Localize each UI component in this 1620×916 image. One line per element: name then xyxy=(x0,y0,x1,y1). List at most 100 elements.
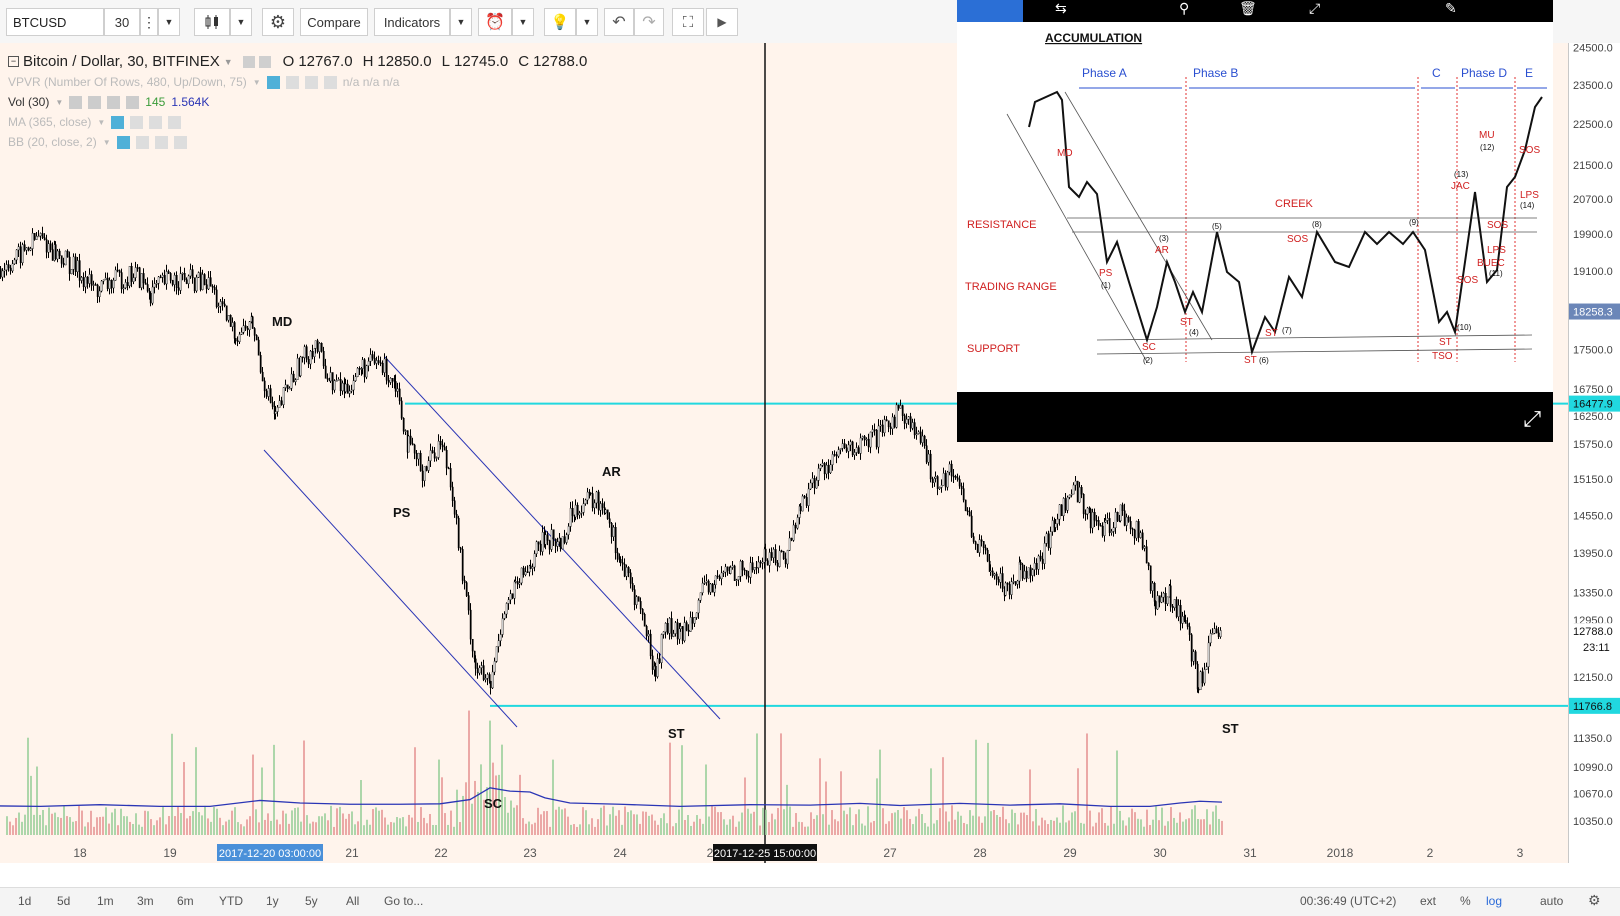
interval-menu-icon[interactable]: ⋮ xyxy=(140,8,158,36)
remove-mini-icon[interactable] xyxy=(173,135,187,149)
add-mini-icon[interactable] xyxy=(149,115,163,129)
redo-button[interactable]: ↷ xyxy=(634,8,664,36)
volume-bar xyxy=(1068,820,1070,835)
price-badge xyxy=(1569,303,1620,320)
volume-label: Vol (30) xyxy=(8,95,50,109)
range-button-6m[interactable]: 6m xyxy=(177,894,194,908)
percent-button[interactable]: % xyxy=(1460,894,1471,908)
range-button-ytd[interactable]: YTD xyxy=(219,894,243,908)
volume-bar xyxy=(198,812,200,835)
eye-icon[interactable] xyxy=(116,135,130,149)
volume-bar xyxy=(870,822,872,835)
ext-button[interactable]: ext xyxy=(1420,894,1437,908)
candle-body xyxy=(1019,561,1022,565)
settings-mini-icon[interactable] xyxy=(88,95,102,109)
price-axis[interactable]: 24500.0 23500.0 22500.0 21500.0 20700.0 19900… xyxy=(1568,43,1620,863)
share-icon[interactable]: ⇆ xyxy=(1055,0,1067,16)
indicators-button[interactable]: Indicators xyxy=(374,8,450,36)
collapse-icon[interactable]: − xyxy=(8,56,19,67)
range-button-5y[interactable]: 5y xyxy=(305,894,318,908)
volume-bar xyxy=(1116,750,1118,835)
auto-button[interactable]: auto xyxy=(1540,894,1564,908)
y-tick-label: 19100.0 xyxy=(1573,266,1613,278)
candle-body xyxy=(70,269,73,274)
fullscreen-button[interactable]: ⛶ xyxy=(672,8,704,36)
remove-mini-icon[interactable] xyxy=(168,115,182,129)
volume-bar xyxy=(990,811,992,835)
eye-icon[interactable] xyxy=(242,55,255,68)
range-button-1y[interactable]: 1y xyxy=(266,894,279,908)
chart-style-button[interactable] xyxy=(194,8,230,36)
indicators-dropdown-icon[interactable]: ▼ xyxy=(450,8,472,36)
zoom-icon[interactable]: ⚲ xyxy=(1179,0,1190,16)
settings-button[interactable]: ⚙ xyxy=(262,8,294,36)
candle-body xyxy=(705,580,708,583)
ideas-dropdown-icon[interactable]: ▼ xyxy=(576,8,598,36)
range-button-3m[interactable]: 3m xyxy=(137,894,154,908)
volume-bar xyxy=(654,820,656,835)
volume-bar xyxy=(54,812,56,835)
candle-body xyxy=(633,589,636,605)
add-mini-icon[interactable] xyxy=(304,75,318,89)
chart-style-dropdown-icon[interactable]: ▼ xyxy=(230,8,252,36)
candle-body xyxy=(417,452,420,460)
log-button[interactable]: log xyxy=(1486,894,1503,908)
volume-bar xyxy=(375,807,377,835)
candle-body xyxy=(425,466,428,471)
remove-mini-icon[interactable] xyxy=(126,95,140,109)
alert-button[interactable]: ⏰ xyxy=(478,8,512,36)
range-button-5d[interactable]: 5d xyxy=(57,894,71,908)
candle-body xyxy=(885,419,888,421)
wyckoff-diagram-svg: ACCUMULATION Phase A Phase B C Phase D E… xyxy=(965,31,1547,366)
eye-icon[interactable] xyxy=(69,95,83,109)
goto-button[interactable]: Go to... xyxy=(384,894,424,908)
candle-body xyxy=(163,275,166,285)
range-button-all[interactable]: All xyxy=(346,894,360,908)
compare-button[interactable]: Compare xyxy=(300,8,368,36)
candle-body xyxy=(17,246,20,251)
candle-body xyxy=(213,287,216,291)
candle-body xyxy=(1119,504,1122,522)
add-mini-icon[interactable] xyxy=(107,95,121,109)
volume-bar xyxy=(360,780,362,835)
ideas-button[interactable]: 💡 xyxy=(544,8,576,36)
volume-bar xyxy=(774,819,776,835)
volume-bar xyxy=(600,807,602,835)
undo-button[interactable]: ↶ xyxy=(604,8,634,36)
event-st-7: ST xyxy=(1265,328,1278,339)
candle-body xyxy=(64,250,67,266)
rotate-icon[interactable]: ⤢ xyxy=(1309,0,1321,16)
popup-tab-active[interactable] xyxy=(957,0,1023,22)
popup-expand-button[interactable]: ⤢ xyxy=(1523,406,1541,432)
draw-icon[interactable]: ✎ xyxy=(1445,0,1457,16)
gear-icon[interactable]: ⚙ xyxy=(1588,892,1601,908)
add-mini-icon[interactable] xyxy=(154,135,168,149)
candle-body xyxy=(529,565,532,569)
candle-body xyxy=(385,358,388,381)
volume-bar xyxy=(285,813,287,835)
range-button-1d[interactable]: 1d xyxy=(18,894,32,908)
interval-dropdown-icon[interactable]: ▼ xyxy=(158,8,180,36)
series-menu-icon[interactable]: ▼ xyxy=(223,56,233,67)
volume-bar xyxy=(762,807,764,835)
candle-body xyxy=(1041,558,1044,564)
interval-select[interactable]: 30 xyxy=(104,8,140,36)
settings-mini-icon[interactable] xyxy=(130,115,144,129)
replay-button[interactable]: ▶ xyxy=(706,8,738,36)
remove-mini-icon[interactable] xyxy=(323,75,337,89)
range-button-1m[interactable]: 1m xyxy=(97,894,114,908)
settings-mini-icon[interactable] xyxy=(258,55,271,68)
symbol-input[interactable]: BTCUSD xyxy=(6,8,104,36)
volume-bar xyxy=(390,822,392,835)
candle-body xyxy=(33,232,36,240)
settings-mini-icon[interactable] xyxy=(135,135,149,149)
candle-body xyxy=(982,541,985,548)
resistance-label: RESISTANCE xyxy=(967,219,1036,231)
eye-icon[interactable] xyxy=(111,115,125,129)
settings-mini-icon[interactable] xyxy=(285,75,299,89)
candle-body xyxy=(242,325,245,333)
delete-icon[interactable]: 🗑 xyxy=(1239,0,1257,16)
alert-dropdown-icon[interactable]: ▼ xyxy=(512,8,534,36)
eye-icon[interactable] xyxy=(266,75,280,89)
price-chart-svg[interactable]: MDPSARSCSTSTSOS1819212223242272829303120… xyxy=(0,43,1568,863)
